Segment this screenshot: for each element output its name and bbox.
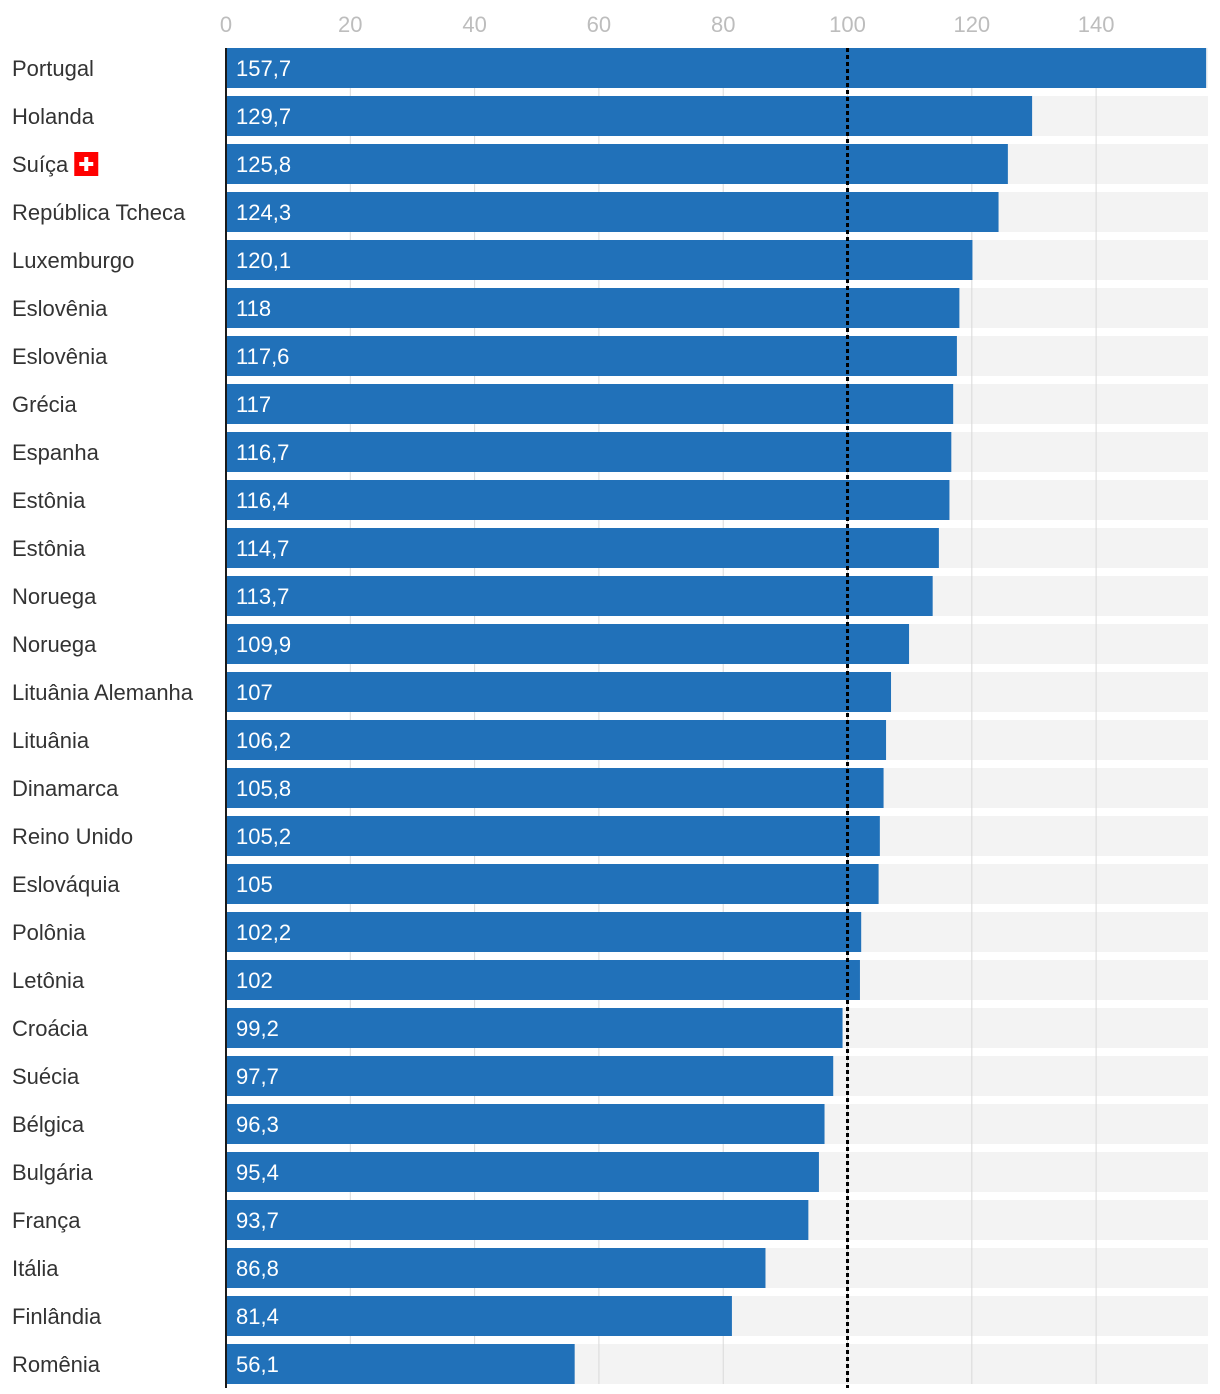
category-label: França [12, 1208, 81, 1233]
bar [226, 144, 1008, 184]
category-label: Estônia [12, 488, 86, 513]
category-label: Eslováquia [12, 872, 120, 897]
value-label: 96,3 [236, 1112, 279, 1137]
reference-line-group [225, 48, 850, 1388]
category-label: Noruega [12, 584, 97, 609]
bar [226, 672, 892, 712]
value-label: 93,7 [236, 1208, 279, 1233]
x-tick-label: 0 [220, 12, 232, 37]
x-tick-label: 20 [338, 12, 362, 37]
value-label: 120,1 [236, 248, 291, 273]
value-label: 125,8 [236, 152, 291, 177]
x-axis-ticks: 0 20 40 60 80 100 120 140 [220, 12, 1115, 37]
bar [226, 720, 887, 760]
category-label: Itália [12, 1256, 59, 1281]
value-label: 105,2 [236, 824, 291, 849]
bar [226, 480, 950, 520]
bar [226, 48, 1207, 88]
value-label: 105 [236, 872, 273, 897]
x-tick-label: 40 [462, 12, 486, 37]
bar [226, 432, 952, 472]
bar [226, 1152, 819, 1192]
bar [226, 1056, 834, 1096]
value-label: 81,4 [236, 1304, 279, 1329]
value-label: 157,7 [236, 56, 291, 81]
category-label: Estônia [12, 536, 86, 561]
value-label: 99,2 [236, 1016, 279, 1041]
bar [226, 1296, 732, 1336]
category-label: Lituânia Alemanha [12, 680, 194, 705]
category-label: Bulgária [12, 1160, 93, 1185]
value-label: 113,7 [236, 584, 289, 609]
bar [226, 1344, 575, 1384]
category-label: República Tcheca [12, 200, 186, 225]
value-label: 97,7 [236, 1064, 279, 1089]
category-label: Holanda [12, 104, 95, 129]
bar [226, 864, 879, 904]
bar [226, 288, 960, 328]
category-label: Suécia [12, 1064, 80, 1089]
bar [226, 96, 1033, 136]
bar [226, 192, 999, 232]
value-label: 107 [236, 680, 273, 705]
category-label: Espanha [12, 440, 100, 465]
bars [226, 48, 1207, 1384]
category-label: Bélgica [12, 1112, 85, 1137]
category-label: Polônia [12, 920, 86, 945]
bar [226, 768, 884, 808]
value-label: 116,7 [236, 440, 289, 465]
category-label: Croácia [12, 1016, 89, 1041]
value-label: 86,8 [236, 1256, 279, 1281]
bar [226, 1008, 843, 1048]
x-tick-label: 140 [1078, 12, 1115, 37]
value-label: 56,1 [236, 1352, 279, 1377]
value-label: 117 [236, 392, 271, 417]
value-label: 118 [236, 296, 271, 321]
bar [226, 528, 939, 568]
bar [226, 912, 862, 952]
value-label: 102,2 [236, 920, 291, 945]
value-label: 116,4 [236, 488, 289, 513]
bar [226, 336, 957, 376]
x-tick-label: 100 [829, 12, 866, 37]
bar [226, 816, 880, 856]
category-labels: Portugal Holanda Suíça República Tcheca Luxe… [12, 56, 194, 1377]
category-label: Lituânia [12, 728, 90, 753]
value-labels: 157,7 129,7 125,8 124,3 120,1 118 117,6 117 116,… [236, 56, 291, 1377]
value-label: 117,6 [236, 344, 289, 369]
value-label: 105,8 [236, 776, 291, 801]
value-label: 109,9 [236, 632, 291, 657]
bar [226, 624, 910, 664]
category-label: Eslovênia [12, 296, 108, 321]
category-label: Portugal [12, 56, 94, 81]
category-label: Letônia [12, 968, 85, 993]
swiss-flag-icon [74, 152, 99, 176]
category-label: Finlândia [12, 1304, 102, 1329]
value-label: 124,3 [236, 200, 291, 225]
category-label: Eslovênia [12, 344, 108, 369]
value-label: 102 [236, 968, 273, 993]
bar [226, 1200, 809, 1240]
bar [226, 384, 954, 424]
category-label: Luxemburgo [12, 248, 134, 273]
category-label: Dinamarca [12, 776, 119, 801]
category-label: Noruega [12, 632, 97, 657]
x-tick-label: 120 [953, 12, 990, 37]
category-label: Suíça [12, 152, 69, 177]
value-label: 129,7 [236, 104, 291, 129]
x-tick-label: 60 [587, 12, 611, 37]
value-label: 95,4 [236, 1160, 279, 1185]
value-label: 106,2 [236, 728, 291, 753]
bar [226, 240, 973, 280]
value-label: 114,7 [236, 536, 289, 561]
x-tick-label: 80 [711, 12, 735, 37]
bar [226, 1104, 825, 1144]
bar [226, 960, 860, 1000]
bar [226, 576, 933, 616]
category-label: Grécia [12, 392, 78, 417]
category-label: Romênia [12, 1352, 101, 1377]
category-label: Reino Unido [12, 824, 133, 849]
bar [226, 1248, 766, 1288]
